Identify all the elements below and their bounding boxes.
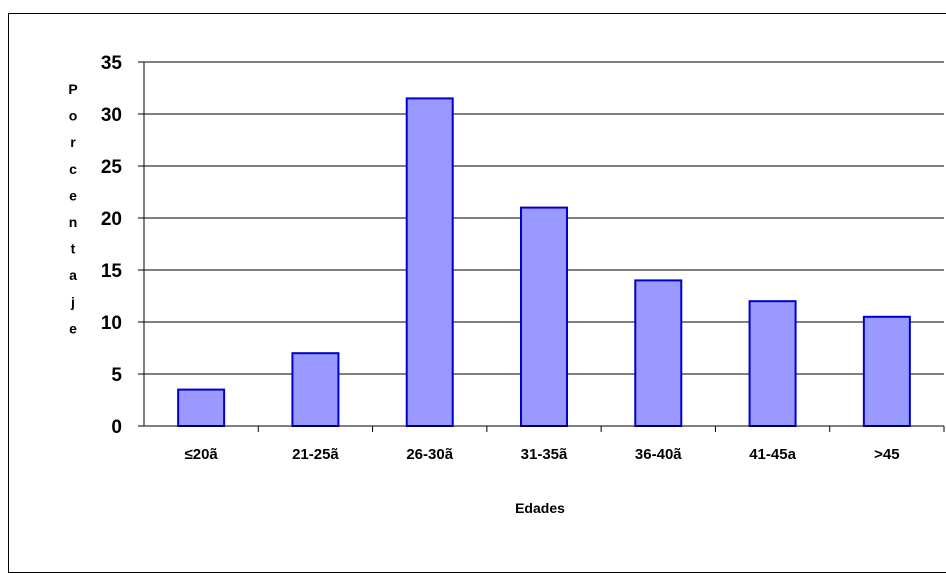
y-axis-title-letter: t bbox=[71, 241, 76, 257]
x-tick-label: >45 bbox=[874, 446, 899, 463]
bar bbox=[291, 352, 340, 428]
y-tick-label: 0 bbox=[111, 417, 122, 438]
y-axis-title-letter: a bbox=[69, 267, 77, 283]
y-tick-label: 5 bbox=[111, 365, 122, 386]
y-axis-title-letter: r bbox=[70, 134, 76, 150]
y-tick-label: 20 bbox=[101, 209, 122, 230]
x-tick-label: 21-25ã bbox=[292, 446, 339, 463]
y-axis-title-letter: e bbox=[69, 320, 77, 336]
y-tick-labels: 0 5 10 15 20 25 30 35 bbox=[101, 53, 123, 438]
y-tick-label: 25 bbox=[101, 157, 123, 178]
x-tick-label: 26-30ã bbox=[406, 446, 453, 463]
y-tick-label: 35 bbox=[101, 53, 123, 74]
y-tick-label: 30 bbox=[101, 105, 122, 126]
x-tick-label: 31-35ã bbox=[521, 446, 568, 463]
bar bbox=[177, 388, 226, 428]
bar bbox=[520, 206, 568, 427]
y-axis-title-letter: j bbox=[70, 294, 75, 310]
x-tick-labels: ≤20ã 21-25ã 26-30ã 31-35ã 36-40ã 41-45a >45 bbox=[185, 446, 900, 463]
bar bbox=[748, 300, 797, 428]
x-tick-label: ≤20ã bbox=[185, 446, 219, 463]
y-axis-title-letter: P bbox=[68, 81, 77, 97]
bar bbox=[634, 279, 683, 427]
bars bbox=[177, 97, 911, 428]
y-tick-label: 10 bbox=[101, 313, 122, 334]
y-axis-title-letter: n bbox=[69, 214, 78, 230]
bar bbox=[862, 315, 911, 427]
y-axis-title-letter: c bbox=[69, 161, 77, 177]
y-tick-label: 15 bbox=[101, 261, 123, 282]
x-tick-label: 41-45a bbox=[749, 446, 796, 463]
y-axis-title-letter: e bbox=[69, 187, 77, 203]
y-axis-title-letter: o bbox=[69, 108, 78, 124]
x-axis-title: Edades bbox=[515, 500, 565, 516]
bar bbox=[405, 97, 454, 428]
axes bbox=[138, 61, 945, 432]
x-tick-label: 36-40ã bbox=[635, 446, 682, 463]
